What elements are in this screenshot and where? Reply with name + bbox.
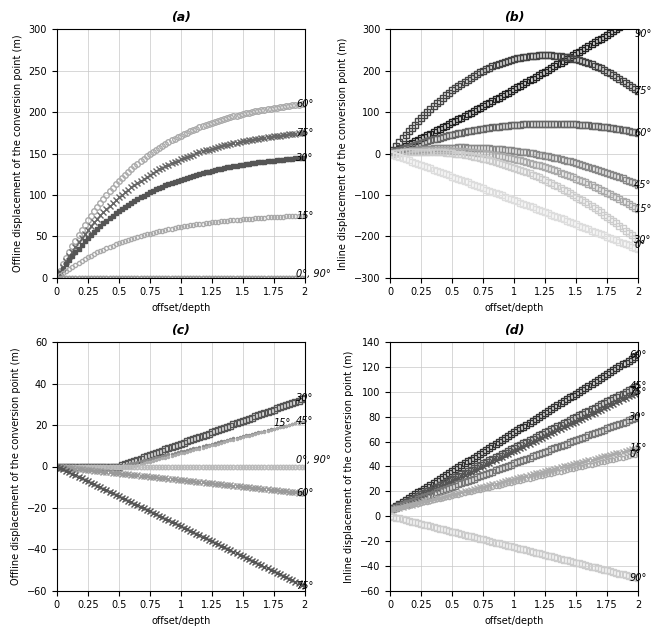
Y-axis label: Offline displacement of the conversion point (m): Offline displacement of the conversion p… <box>11 348 21 585</box>
X-axis label: offset/depth: offset/depth <box>485 616 544 626</box>
Text: 75°: 75° <box>629 387 646 397</box>
Title: (c): (c) <box>171 324 190 337</box>
X-axis label: offset/depth: offset/depth <box>485 303 544 313</box>
Text: 90°: 90° <box>629 573 646 583</box>
Text: 15°: 15° <box>274 418 291 428</box>
Text: 0°, 90°: 0°, 90° <box>296 269 331 280</box>
Title: (b): (b) <box>504 11 524 24</box>
Text: 45°: 45° <box>634 180 652 190</box>
Text: 15°: 15° <box>296 211 314 220</box>
Text: 60°: 60° <box>296 489 314 498</box>
Text: 45°: 45° <box>296 416 314 426</box>
Text: 60°: 60° <box>634 128 652 138</box>
Text: 0°, 90°: 0°, 90° <box>296 455 331 465</box>
Y-axis label: Offline displacement of the conversion point (m): Offline displacement of the conversion p… <box>13 35 23 273</box>
X-axis label: offset/depth: offset/depth <box>151 616 211 626</box>
Text: 75°: 75° <box>634 87 652 96</box>
Text: 15°: 15° <box>629 443 646 453</box>
Text: 90°: 90° <box>634 29 652 39</box>
Text: 30°: 30° <box>634 236 652 245</box>
Y-axis label: Inline displacement of the conversion point (m): Inline displacement of the conversion po… <box>344 350 355 583</box>
Text: 30°: 30° <box>629 412 646 422</box>
Text: 75°: 75° <box>296 128 314 138</box>
Text: 60°: 60° <box>629 350 646 360</box>
Text: 30°: 30° <box>296 153 314 162</box>
Text: 0°: 0° <box>634 240 645 250</box>
Text: 15°: 15° <box>634 204 652 215</box>
Title: (a): (a) <box>171 11 191 24</box>
Text: 75°: 75° <box>296 582 314 592</box>
Title: (d): (d) <box>504 324 524 337</box>
Y-axis label: Inline displacement of the conversion point (m): Inline displacement of the conversion po… <box>338 38 348 269</box>
Text: 0°: 0° <box>629 449 640 459</box>
Text: 30°: 30° <box>296 393 314 403</box>
Text: 60°: 60° <box>296 99 314 109</box>
X-axis label: offset/depth: offset/depth <box>151 303 211 313</box>
Text: 45°: 45° <box>629 381 646 391</box>
